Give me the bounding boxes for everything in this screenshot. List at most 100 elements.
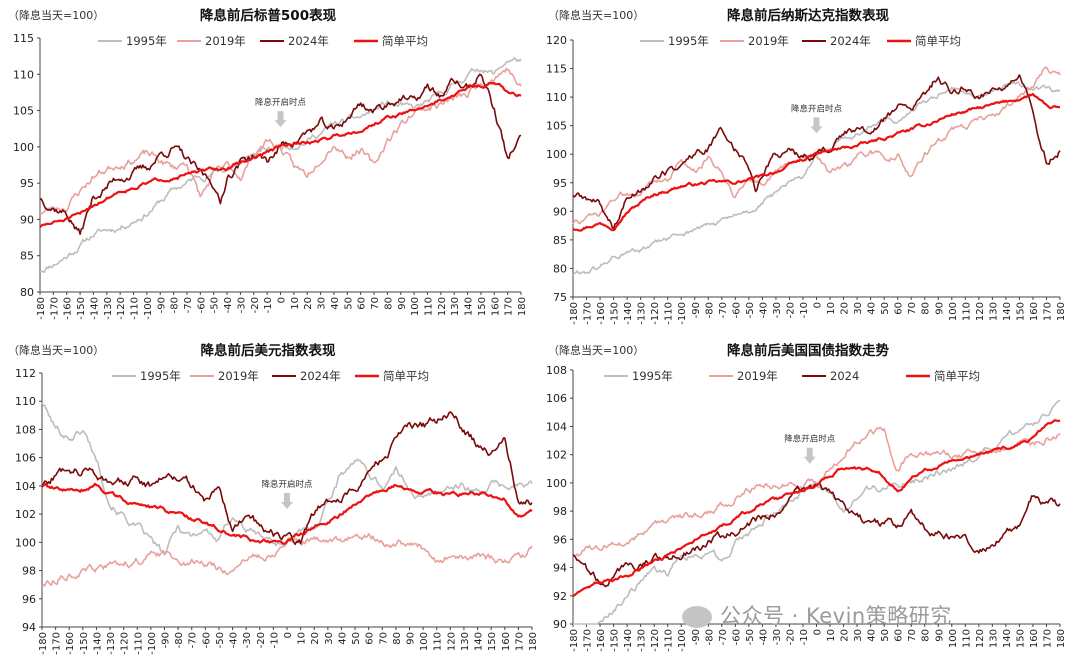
x-tick-label: -80 [170, 297, 181, 313]
y-tick-label: 90 [553, 205, 567, 218]
x-tick-label: 120 [437, 297, 448, 316]
x-tick-label: 100 [419, 632, 430, 651]
x-tick-label: -140 [623, 302, 634, 325]
x-tick-label: 90 [934, 629, 945, 642]
y-tick-label: 95 [20, 177, 34, 190]
legend-label-s2024: 2024 [830, 369, 859, 383]
series-line-s2019 [39, 67, 522, 215]
x-tick-label: -40 [229, 632, 240, 648]
x-tick-label: -90 [691, 629, 702, 645]
x-tick-label: -170 [52, 632, 63, 655]
x-tick-label: -180 [38, 632, 49, 655]
x-tick-label: -160 [65, 632, 76, 655]
y-tick-label: 98 [553, 505, 567, 518]
x-tick-label: 150 [477, 297, 488, 316]
x-tick-label: -20 [250, 297, 261, 313]
x-tick-label: -90 [161, 632, 172, 648]
y-tick-label: 108 [15, 423, 36, 436]
x-tick-label: 40 [337, 632, 348, 645]
chart-title: 降息前后标普500表现 [200, 7, 337, 24]
x-tick-label: 170 [1042, 302, 1053, 321]
x-tick-label: -110 [130, 297, 141, 320]
annotation-arrow [281, 493, 293, 510]
y-tick-label: 110 [13, 68, 34, 81]
x-tick-label: -60 [731, 302, 742, 318]
y-tick-label: 102 [546, 449, 567, 462]
legend-label-s2024: 2024年 [288, 34, 329, 48]
x-tick-label: -60 [201, 632, 212, 648]
x-tick-label: 170 [504, 297, 515, 316]
x-tick-label: 70 [907, 302, 918, 315]
legend-label-s2019: 2019年 [737, 369, 778, 383]
y-tick-label: 80 [20, 286, 34, 299]
legend-label-s1995: 1995年 [668, 34, 709, 48]
x-tick-label: 50 [880, 629, 891, 642]
x-tick-label: 150 [1015, 629, 1026, 648]
x-tick-label: 40 [330, 297, 341, 310]
x-tick-label: -30 [772, 302, 783, 318]
x-tick-label: -110 [664, 302, 675, 325]
x-tick-label: -50 [215, 632, 226, 648]
x-tick-label: -70 [718, 302, 729, 318]
series-line-s2019 [572, 426, 1061, 557]
y-tick-label: 90 [553, 618, 567, 631]
x-tick-label: -100 [147, 632, 158, 655]
x-tick-label: 180 [1056, 629, 1067, 648]
x-tick-label: -150 [610, 629, 621, 652]
x-tick-label: 30 [324, 632, 335, 645]
legend-label-s2024: 2024年 [300, 369, 341, 383]
x-tick-label: 50 [880, 302, 891, 315]
legend-label-s2024: 2024年 [830, 34, 871, 48]
y-tick-label: 115 [546, 63, 567, 76]
legend-label-s1995: 1995年 [126, 34, 167, 48]
x-tick-label: -70 [718, 629, 729, 645]
wechat-icon [682, 606, 712, 628]
x-tick-label: -10 [799, 629, 810, 645]
x-tick-label: 0 [813, 629, 824, 635]
x-tick-label: -140 [623, 629, 634, 652]
annotation-arrow [803, 447, 816, 464]
y-tick-label: 100 [15, 536, 36, 549]
x-tick-label: 120 [446, 632, 457, 651]
x-tick-label: -50 [745, 629, 756, 645]
x-tick-label: 80 [921, 629, 932, 642]
y-tick-label: 75 [553, 291, 567, 304]
y-tick-label: 115 [13, 32, 34, 45]
unit-label: （降息当天=100） [8, 343, 104, 357]
y-tick-label: 110 [15, 395, 36, 408]
x-tick-label: 110 [423, 297, 434, 316]
x-tick-label: 60 [894, 629, 905, 642]
legend-label-avg: 简单平均 [382, 34, 428, 48]
x-tick-label: -130 [637, 629, 648, 652]
x-tick-label: -170 [49, 297, 60, 320]
unit-label: （降息当天=100） [8, 8, 104, 22]
y-tick-label: 104 [15, 480, 36, 493]
x-tick-label: -110 [664, 629, 675, 652]
x-tick-label: -100 [143, 297, 154, 320]
series-line-s2024 [41, 411, 533, 546]
x-tick-label: 50 [343, 297, 354, 310]
x-tick-label: 130 [988, 302, 999, 321]
x-tick-label: 10 [826, 629, 837, 642]
x-tick-label: -80 [704, 302, 715, 318]
y-tick-label: 92 [553, 590, 567, 603]
x-tick-label: -30 [242, 632, 253, 648]
legend-label-s2019: 2019年 [218, 369, 259, 383]
x-tick-label: 40 [867, 629, 878, 642]
x-tick-label: -80 [174, 632, 185, 648]
x-tick-label: 100 [948, 302, 959, 321]
x-tick-label: -90 [156, 297, 167, 313]
x-tick-label: -20 [785, 629, 796, 645]
x-tick-label: -50 [745, 302, 756, 318]
x-tick-label: 0 [813, 302, 824, 308]
y-tick-label: 98 [22, 565, 36, 578]
x-tick-label: 100 [948, 629, 959, 648]
series-line-avg [572, 92, 1061, 232]
x-tick-label: -180 [569, 629, 580, 652]
x-tick-label: 120 [975, 302, 986, 321]
x-tick-label: 110 [961, 302, 972, 321]
x-tick-label: -120 [650, 302, 661, 325]
y-tick-label: 104 [546, 420, 567, 433]
y-tick-label: 80 [553, 262, 567, 275]
y-tick-label: 108 [546, 364, 567, 377]
